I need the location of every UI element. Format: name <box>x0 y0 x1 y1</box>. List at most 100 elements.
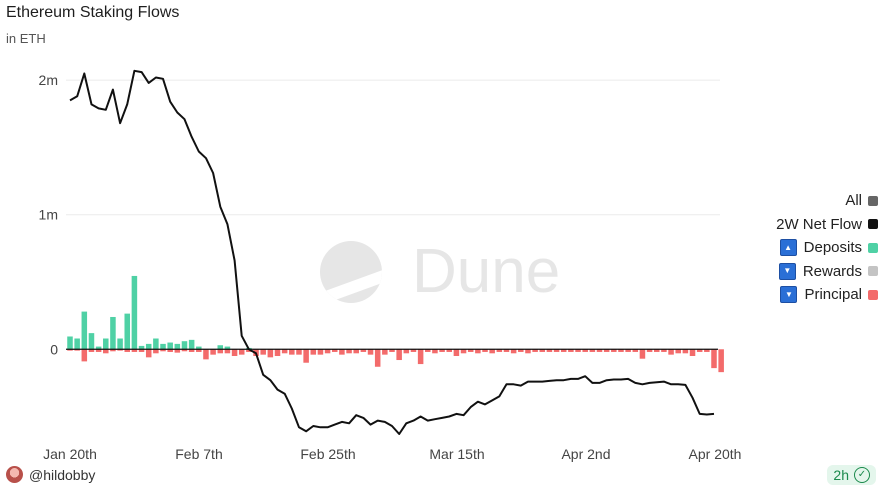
principal-bar <box>589 349 596 352</box>
x-tick-label: Apr 2nd <box>561 446 610 462</box>
deposit-bar <box>124 313 131 350</box>
legend-label: Principal <box>804 286 862 304</box>
principal-bar <box>103 349 109 354</box>
legend-item-all[interactable]: All <box>776 189 878 213</box>
x-tick-label: Feb 25th <box>300 446 355 462</box>
principal-bar <box>432 349 438 354</box>
principal-bar <box>224 349 231 354</box>
deposit-bar <box>196 346 202 350</box>
author-link[interactable]: @hildobby <box>6 466 95 483</box>
deposit-bar <box>160 343 166 350</box>
deposit-bar <box>67 336 73 350</box>
legend-item-deposits[interactable]: ▲ Deposits <box>776 236 878 260</box>
principal-bar <box>403 349 410 354</box>
deposit-bar <box>153 338 159 350</box>
principal-bar <box>489 349 495 354</box>
y-tick-label: 0 <box>50 341 58 357</box>
legend-label: All <box>845 192 862 210</box>
principal-bar <box>675 349 681 354</box>
chart-subtitle: in ETH <box>6 31 46 46</box>
bar-series <box>67 275 724 373</box>
principal-bar <box>74 349 80 351</box>
principal-bar <box>518 349 524 352</box>
principal-bar <box>410 349 417 352</box>
principal-bar <box>446 349 453 352</box>
principal-bar <box>596 349 603 352</box>
principal-bar <box>374 349 381 367</box>
dune-logo-icon <box>320 240 382 303</box>
principal-bar <box>532 349 538 352</box>
principal-bar <box>696 349 703 352</box>
deposit-bar <box>181 341 188 350</box>
principal-bar <box>138 349 145 352</box>
principal-bar <box>467 349 474 352</box>
principal-bar <box>267 349 274 358</box>
principal-bar <box>582 349 588 352</box>
principal-bar <box>117 349 123 351</box>
deposit-bar <box>95 346 102 350</box>
principal-bar <box>367 349 374 355</box>
principal-bar <box>632 349 639 352</box>
principal-bar <box>67 349 73 351</box>
principal-bar <box>382 349 388 355</box>
deposit-bar <box>217 345 224 350</box>
principal-bar <box>346 349 352 354</box>
principal-bar <box>625 349 631 352</box>
principal-bar <box>425 349 431 352</box>
deposit-bar <box>110 316 116 350</box>
deposit-bar <box>174 343 181 350</box>
principal-bar <box>575 349 581 352</box>
principal-bar <box>124 349 131 352</box>
chart-title: Ethereum Staking Flows <box>6 4 180 21</box>
chart-legend: All 2W Net Flow ▲ Deposits ▼ Rewards ▼ P… <box>776 189 878 307</box>
principal-bar <box>525 349 531 354</box>
principal-bar <box>618 349 624 352</box>
principal-bar <box>439 349 445 352</box>
principal-bar <box>482 349 488 352</box>
principal-bar <box>396 349 402 361</box>
x-tick-label: Apr 20th <box>689 446 742 462</box>
avatar <box>6 466 23 483</box>
principal-bar <box>196 349 202 352</box>
legend-swatch <box>868 266 878 277</box>
deposit-bar <box>88 333 95 350</box>
principal-bar <box>360 349 367 352</box>
principal-bar <box>453 349 460 356</box>
principal-bar <box>417 349 424 365</box>
principal-bar <box>238 349 245 355</box>
legend-swatch <box>868 289 878 300</box>
principal-bar <box>389 349 395 352</box>
principal-bar <box>217 349 224 354</box>
refresh-badge[interactable]: 2h ✓ <box>827 465 876 485</box>
principal-bar <box>131 349 138 352</box>
sort-down-icon[interactable]: ▼ <box>778 262 796 280</box>
principal-bar <box>639 349 646 359</box>
legend-item-net-flow[interactable]: 2W Net Flow <box>776 213 878 237</box>
x-tick-label: Mar 15th <box>429 446 484 462</box>
principal-bar <box>711 349 717 369</box>
principal-bar <box>210 349 216 355</box>
legend-swatch <box>868 195 878 206</box>
principal-bar <box>88 349 95 352</box>
principal-bar <box>339 349 345 355</box>
principal-bar <box>682 349 689 354</box>
principal-bar <box>611 349 617 352</box>
net-flow-line <box>69 69 715 435</box>
deposit-bar <box>138 345 145 350</box>
principal-bar <box>310 349 317 355</box>
legend-item-rewards[interactable]: ▼ Rewards <box>776 260 878 284</box>
x-axis-ticks: Jan 20th Feb 7th Feb 25th Mar 15th Apr 2nd Ap… <box>43 446 741 462</box>
principal-bar <box>231 349 238 356</box>
watermark-text: Dune <box>412 237 561 306</box>
sort-up-icon[interactable]: ▲ <box>779 239 797 257</box>
sort-down-icon[interactable]: ▼ <box>780 286 798 304</box>
deposit-bar <box>188 339 195 350</box>
principal-bar <box>653 349 660 352</box>
legend-item-principal[interactable]: ▼ Principal <box>776 283 878 307</box>
principal-bar <box>274 349 281 356</box>
principal-bar <box>317 349 324 355</box>
principal-bar <box>281 349 288 354</box>
principal-bar <box>167 349 173 352</box>
principal-bar <box>95 349 102 352</box>
deposit-bar <box>167 342 173 350</box>
